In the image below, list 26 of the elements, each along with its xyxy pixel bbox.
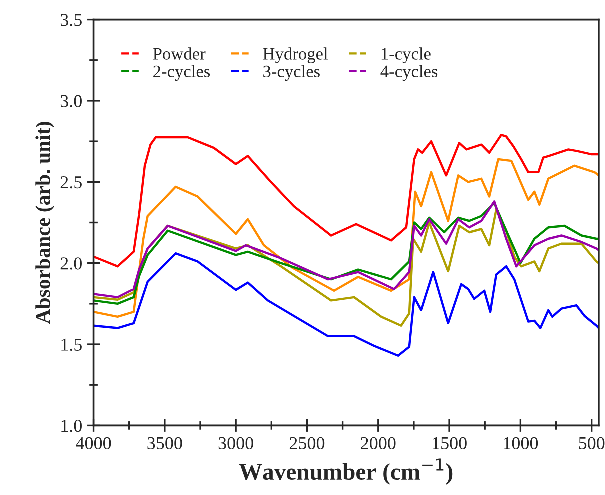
legend-label: Hydrogel <box>263 48 328 64</box>
y-tick-label: 1.5 <box>62 338 82 352</box>
legend-label: 1-cycle <box>382 48 431 64</box>
x-tick-label: 1500 <box>433 437 467 450</box>
x-axis-title: Wavenumber (cm$^{−1}$) <box>239 458 453 485</box>
x-tick-label: 4000 <box>76 437 112 450</box>
line-series <box>94 158 599 318</box>
line-series <box>94 252 599 357</box>
legend-label: 2-cycles <box>154 65 210 82</box>
x-tick-label: 3000 <box>218 437 254 450</box>
y-tick-label: 3.5 <box>60 14 82 26</box>
y-tick-label: 1.0 <box>62 420 82 432</box>
x-tick-label: 2500 <box>290 437 325 450</box>
y-axis-title: Absorbance (arb. unit) <box>36 122 55 324</box>
x-tick-label: 2000 <box>361 437 396 450</box>
x-tick-label: 3500 <box>148 437 182 450</box>
x-tick-label: 500 <box>579 437 605 450</box>
line-series <box>94 208 599 327</box>
legend-label: 4-cycles <box>380 65 438 82</box>
legend-label: 3-cycles <box>264 65 320 82</box>
y-tick-label: 3.0 <box>60 95 82 108</box>
x-tick-label: 1000 <box>504 437 538 450</box>
y-tick-label: 2.0 <box>60 258 82 270</box>
y-tick-label: 2.5 <box>60 176 82 189</box>
line-series <box>94 134 599 268</box>
legend-label: Powder <box>153 48 206 60</box>
